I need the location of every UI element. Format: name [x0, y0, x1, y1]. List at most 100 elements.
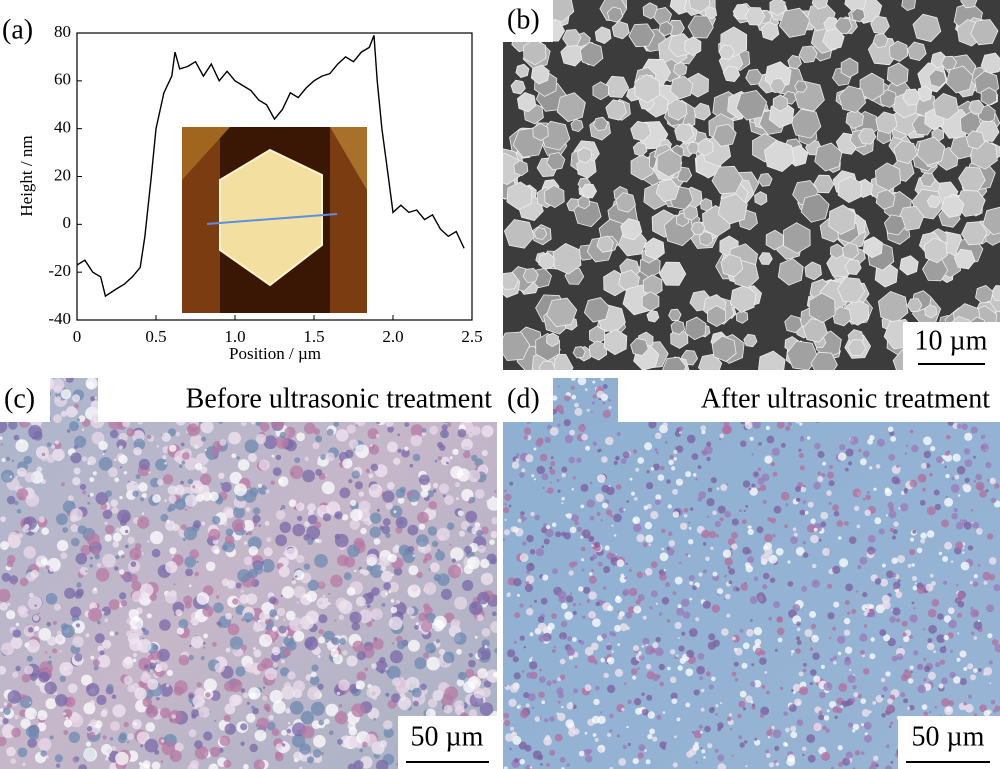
particle	[10, 758, 17, 764]
particle	[423, 652, 430, 659]
particle	[650, 510, 659, 520]
crystal	[919, 172, 936, 187]
particle	[471, 426, 481, 436]
particle	[970, 606, 974, 610]
particle	[194, 484, 200, 489]
particle	[457, 428, 467, 438]
particle	[102, 509, 113, 520]
particle	[325, 598, 329, 601]
particle	[749, 596, 758, 604]
particle	[673, 457, 677, 461]
particle	[667, 548, 675, 556]
particle	[219, 735, 231, 747]
particle	[79, 566, 89, 576]
particle	[477, 544, 486, 553]
particle	[462, 450, 471, 459]
particle	[715, 713, 718, 716]
particle	[375, 660, 388, 673]
particle	[734, 678, 739, 682]
particle	[574, 407, 583, 416]
particle	[941, 519, 949, 528]
particle	[218, 472, 225, 479]
particle	[256, 717, 269, 730]
particle	[564, 395, 571, 402]
particle	[586, 599, 591, 603]
particle	[707, 487, 713, 493]
particle	[509, 481, 514, 486]
particle	[174, 484, 185, 495]
particle	[477, 591, 490, 605]
particle	[245, 532, 248, 536]
particle	[810, 518, 816, 524]
particle	[704, 725, 711, 733]
particle	[209, 491, 219, 502]
particle	[650, 648, 656, 654]
particle	[712, 639, 720, 647]
crystal	[670, 319, 686, 335]
particle	[202, 641, 206, 645]
particle	[534, 514, 540, 521]
particle	[578, 603, 582, 606]
particle	[796, 640, 802, 645]
crystal	[552, 243, 582, 275]
particle	[807, 501, 814, 508]
particle	[659, 552, 669, 562]
crystal	[899, 255, 919, 276]
particle	[136, 731, 150, 744]
particle	[303, 422, 316, 435]
crystal	[606, 6, 624, 23]
crystal	[556, 92, 586, 123]
particle	[990, 497, 997, 504]
crystal	[970, 19, 999, 46]
particle	[849, 669, 852, 671]
particle	[673, 449, 678, 455]
particle	[46, 454, 56, 463]
particle	[492, 672, 497, 678]
particle	[468, 653, 473, 658]
x-tick-label: 0.5	[145, 327, 166, 346]
particle	[970, 426, 978, 434]
particle	[314, 538, 319, 543]
particle	[623, 508, 626, 511]
particle	[336, 691, 341, 696]
particle	[196, 682, 202, 688]
particle	[407, 639, 420, 652]
particle	[700, 425, 707, 431]
particle	[358, 609, 372, 624]
particle	[148, 471, 151, 474]
particle	[229, 678, 243, 693]
particle	[772, 471, 778, 477]
particle	[149, 669, 153, 673]
particle	[519, 758, 525, 765]
particle	[80, 544, 91, 556]
particle	[338, 679, 350, 691]
x-tick-label: 2.0	[382, 327, 403, 346]
particle	[588, 575, 597, 584]
particle	[654, 647, 664, 657]
crystal	[506, 181, 533, 211]
particle	[70, 606, 82, 618]
particle	[123, 675, 133, 685]
particle	[809, 647, 814, 651]
particle	[641, 708, 649, 716]
particle	[90, 396, 96, 402]
particle	[560, 674, 566, 680]
particle	[757, 467, 762, 472]
particle	[224, 723, 236, 735]
particle	[522, 541, 527, 546]
particle	[60, 552, 68, 560]
particle	[92, 471, 97, 476]
crystal	[798, 45, 818, 64]
particle	[870, 637, 875, 642]
particle	[994, 483, 1000, 489]
crystal	[851, 7, 866, 23]
particle	[123, 471, 128, 475]
particle	[252, 622, 262, 633]
particle	[813, 675, 821, 683]
particle	[297, 515, 303, 522]
particle	[759, 713, 765, 718]
particle	[457, 671, 467, 681]
particle	[692, 473, 697, 477]
particle	[82, 428, 84, 431]
particle	[83, 747, 98, 762]
